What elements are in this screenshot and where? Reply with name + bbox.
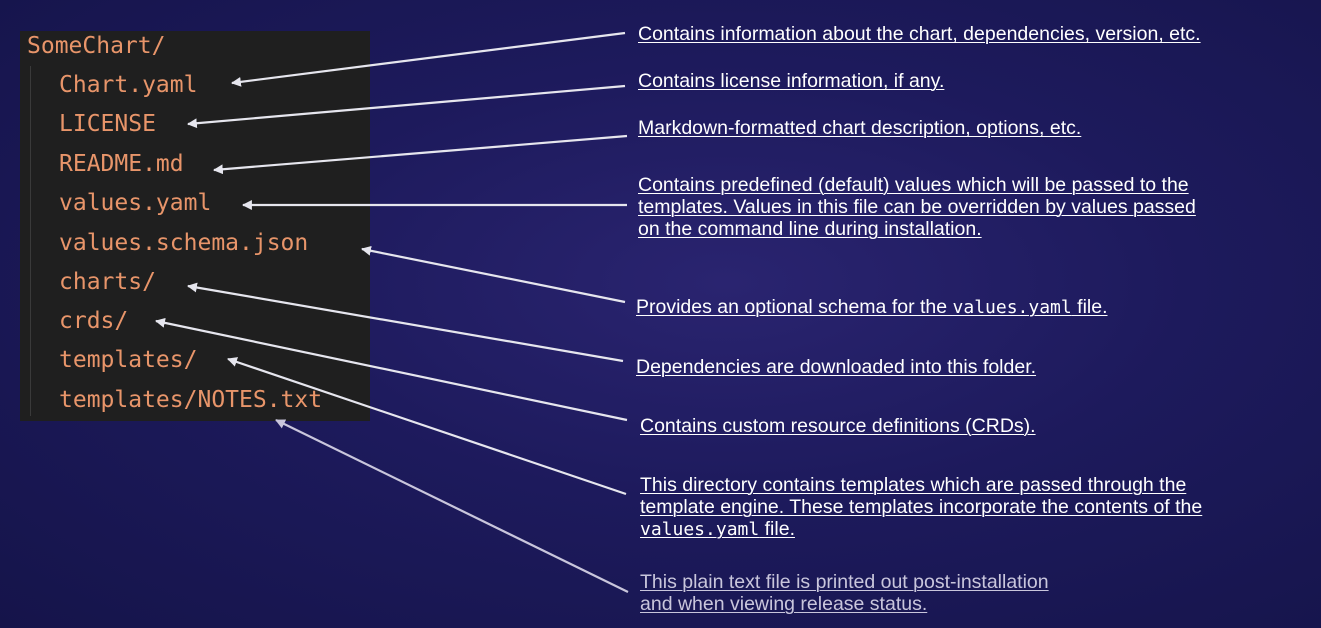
arrow-license — [187, 84, 626, 129]
note-charts: Dependencies are downloaded into this fo… — [636, 356, 1037, 378]
note-values-line-2: templates. Values in this file can be ov… — [638, 196, 1196, 218]
note-values-line-1: Contains predefined (default) values whi… — [638, 174, 1189, 196]
note-notes-txt-line-1: This plain text file is printed out post… — [640, 571, 1049, 593]
note-schema-code: values.yaml — [952, 297, 1072, 318]
tree-item-license: LICENSE — [59, 111, 156, 137]
tree-item-crds-folder: crds/ — [59, 308, 129, 334]
note-templates-code: values.yaml — [640, 519, 760, 540]
arrow-values-schema — [361, 245, 626, 304]
arrow-notes-txt — [275, 419, 629, 593]
note-chart-yaml: Contains information about the chart, de… — [638, 23, 1201, 45]
note-templates-suffix: file. — [759, 518, 795, 540]
file-tree-panel: SomeChart/ Chart.yaml LICENSE README.md … — [20, 31, 370, 421]
note-templates-line-3: values.yaml file. — [640, 518, 795, 541]
arrow-templates — [227, 357, 627, 496]
tree-indent-guide — [30, 66, 31, 416]
tree-root-folder: SomeChart/ — [27, 33, 166, 59]
note-crds: Contains custom resource definitions (CR… — [640, 415, 1036, 437]
note-values-line-3: on the command line during installation. — [638, 218, 982, 240]
note-values-schema: Provides an optional schema for the valu… — [636, 296, 1108, 319]
note-notes-txt-line-2: and when viewing release status. — [640, 593, 928, 615]
tree-item-chart-yaml: Chart.yaml — [59, 72, 198, 98]
tree-item-readme: README.md — [59, 151, 184, 177]
arrow-readme — [213, 134, 628, 175]
tree-item-templates-folder: templates/ — [59, 347, 198, 373]
arrow-chart-yaml — [231, 31, 626, 87]
arrow-crds — [155, 317, 628, 422]
note-readme: Markdown-formatted chart description, op… — [638, 117, 1082, 139]
arrow-charts — [187, 282, 624, 363]
note-templates-line-2: template engine. These templates incorpo… — [640, 496, 1203, 518]
note-schema-text: Provides an optional schema for the — [636, 296, 953, 318]
note-license: Contains license information, if any. — [638, 70, 945, 92]
tree-item-values-yaml: values.yaml — [59, 190, 212, 216]
note-templates-line-1: This directory contains templates which … — [640, 474, 1187, 496]
tree-item-charts-folder: charts/ — [59, 269, 156, 295]
note-schema-suffix: file. — [1071, 296, 1108, 318]
tree-item-values-schema: values.schema.json — [59, 230, 309, 256]
tree-item-notes-txt: templates/NOTES.txt — [59, 387, 323, 413]
